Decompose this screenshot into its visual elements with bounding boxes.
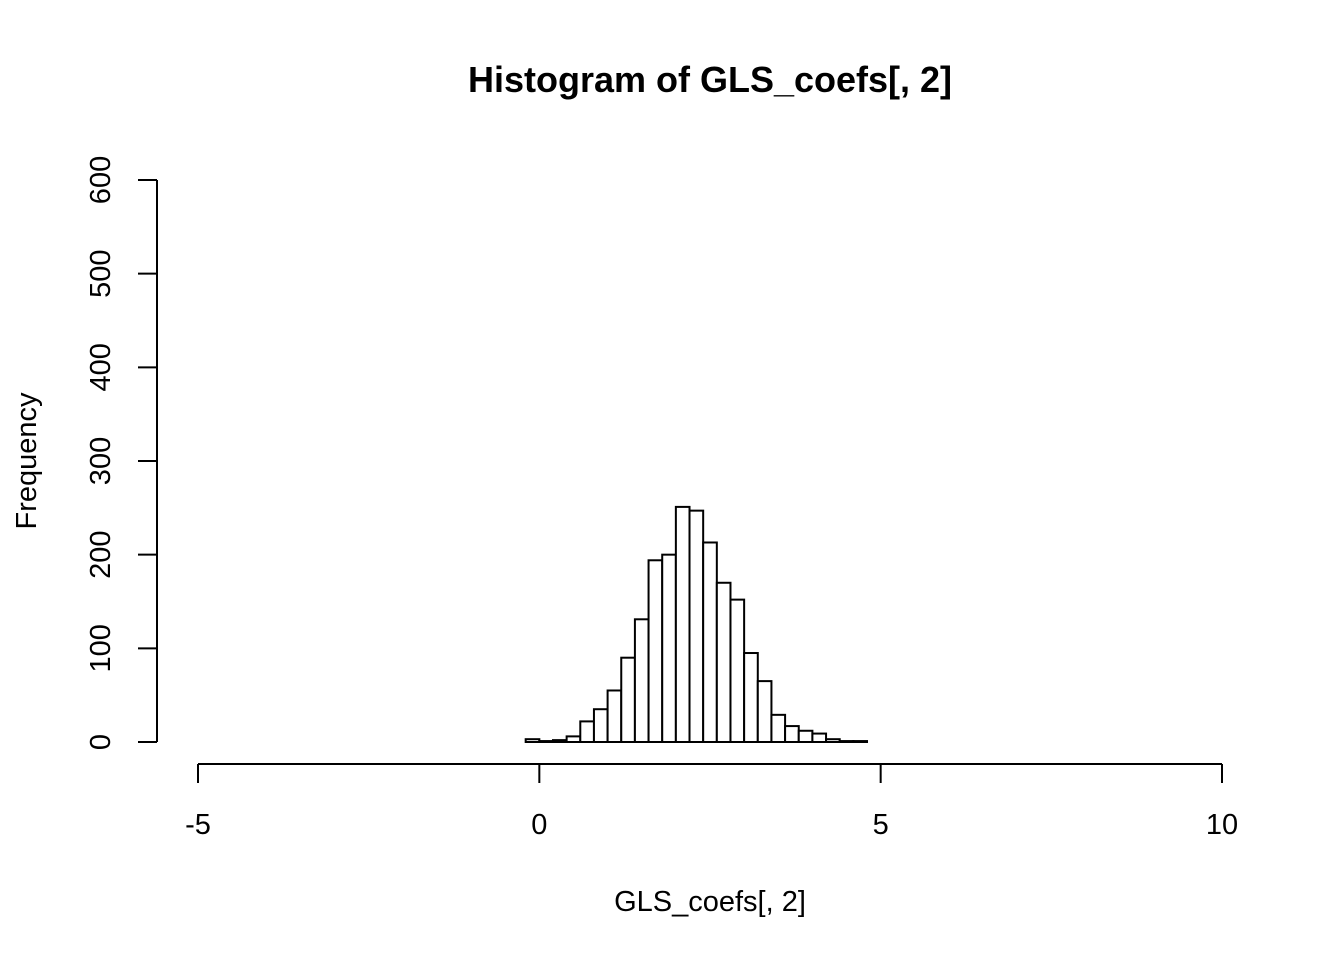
- y-tick-label: 300: [85, 437, 117, 485]
- histogram-bar-3: [565, 735, 582, 744]
- histogram-bar-8: [633, 618, 650, 744]
- histogram-bar-22: [825, 738, 841, 744]
- x-tick-label: 5: [873, 809, 889, 841]
- histogram-bar-1: [538, 740, 554, 744]
- histogram-bar-15: [729, 598, 746, 743]
- histogram-bar-18: [770, 713, 787, 744]
- histogram-bar-6: [606, 689, 623, 744]
- histogram-bar-17: [756, 680, 773, 743]
- histogram-bar-13: [702, 541, 718, 743]
- y-axis: 0 100 200 300 400 500 600: [85, 156, 158, 750]
- x-tick-label: -5: [185, 809, 211, 841]
- histogram-bar-24: [852, 740, 869, 744]
- histogram-bar-10: [661, 553, 677, 744]
- histogram-bar-12: [688, 509, 705, 744]
- y-tick-label: 400: [85, 343, 117, 391]
- chart-title: Histogram of GLS_coefs[, 2]: [468, 59, 952, 100]
- x-axis: -5 0 5 10: [185, 763, 1238, 841]
- histogram-bar-9: [647, 559, 664, 744]
- histogram-bar-20: [797, 729, 814, 744]
- x-axis-label: GLS_coefs[, 2]: [614, 886, 806, 918]
- x-tick-label: 10: [1206, 809, 1238, 841]
- histogram-bar-19: [784, 725, 800, 743]
- y-axis-label: Frequency: [11, 392, 43, 530]
- y-tick-label: 100: [85, 624, 117, 672]
- histogram-bar-5: [592, 708, 609, 744]
- histogram-bar-14: [715, 581, 732, 743]
- y-tick-label: 0: [85, 734, 117, 750]
- histogram-bar-21: [811, 732, 828, 744]
- histogram-bar-11: [674, 505, 691, 743]
- y-tick-label: 600: [85, 156, 117, 204]
- y-tick-label: 200: [85, 530, 117, 578]
- bars-layer: [524, 505, 869, 744]
- histogram-bar-2: [551, 739, 568, 743]
- y-tick-label: 500: [85, 249, 117, 297]
- histogram-bar-23: [838, 740, 855, 744]
- histogram-bar-4: [579, 720, 595, 743]
- histogram-bar-7: [620, 656, 636, 744]
- histogram-bar-0: [524, 738, 541, 744]
- x-tick-label: 0: [531, 809, 547, 841]
- histogram-bar-16: [743, 652, 759, 743]
